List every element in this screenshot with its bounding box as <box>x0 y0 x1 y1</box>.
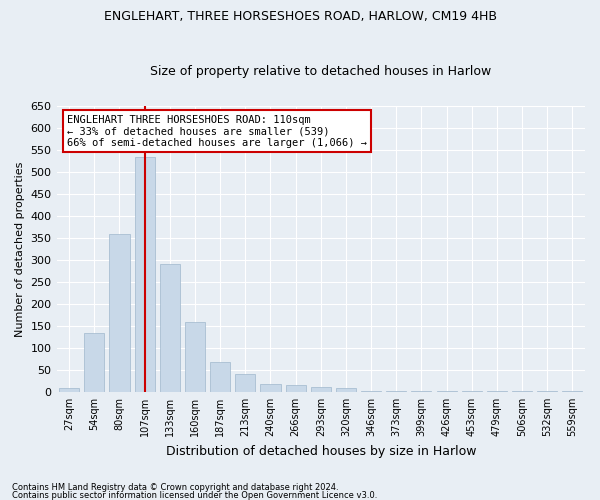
Bar <box>361 390 381 392</box>
Bar <box>235 374 256 392</box>
X-axis label: Distribution of detached houses by size in Harlow: Distribution of detached houses by size … <box>166 444 476 458</box>
Bar <box>59 388 79 392</box>
Title: Size of property relative to detached houses in Harlow: Size of property relative to detached ho… <box>150 66 491 78</box>
Bar <box>109 234 130 392</box>
Bar <box>311 386 331 392</box>
Bar <box>84 332 104 392</box>
Text: Contains public sector information licensed under the Open Government Licence v3: Contains public sector information licen… <box>12 490 377 500</box>
Bar <box>562 390 583 392</box>
Bar <box>185 322 205 392</box>
Bar <box>412 391 431 392</box>
Text: ENGLEHART THREE HORSESHOES ROAD: 110sqm
← 33% of detached houses are smaller (53: ENGLEHART THREE HORSESHOES ROAD: 110sqm … <box>67 114 367 148</box>
Bar <box>437 390 457 392</box>
Bar <box>210 362 230 392</box>
Bar <box>286 386 305 392</box>
Bar <box>160 264 180 392</box>
Bar <box>134 156 155 392</box>
Text: ENGLEHART, THREE HORSESHOES ROAD, HARLOW, CM19 4HB: ENGLEHART, THREE HORSESHOES ROAD, HARLOW… <box>104 10 497 23</box>
Y-axis label: Number of detached properties: Number of detached properties <box>15 162 25 336</box>
Bar <box>386 391 406 392</box>
Text: Contains HM Land Registry data © Crown copyright and database right 2024.: Contains HM Land Registry data © Crown c… <box>12 484 338 492</box>
Bar <box>336 388 356 392</box>
Bar <box>260 384 281 392</box>
Bar <box>512 390 532 392</box>
